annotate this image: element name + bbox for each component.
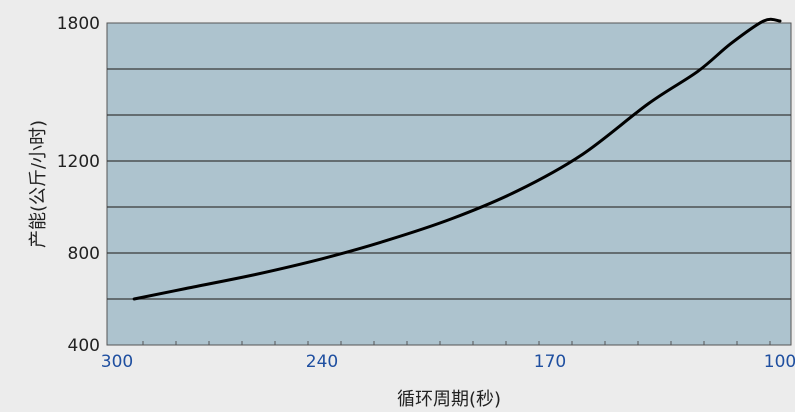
x-tick-label: 100	[764, 352, 795, 372]
y-tick-label: 400	[68, 336, 100, 356]
series-line	[132, 17, 782, 301]
y-tick-label: 1800	[57, 14, 100, 34]
x-tick-labels: 300 240 170 100	[101, 352, 795, 372]
plot-area	[106, 22, 792, 346]
y-axis-title: 产能(公斤/小时)	[28, 120, 49, 248]
x-axis-title: 循环周期(秒)	[397, 389, 501, 410]
y-tick-label: 800	[68, 244, 100, 264]
x-tick-label: 170	[534, 352, 566, 372]
x-tick-label: 240	[306, 352, 338, 372]
grid-lines	[107, 68, 791, 300]
x-tick-label: 300	[101, 352, 133, 372]
y-tick-label: 1200	[57, 152, 100, 172]
y-tick-labels: 400 800 1200 1800	[57, 14, 100, 356]
x-minor-ticks	[142, 341, 771, 345]
